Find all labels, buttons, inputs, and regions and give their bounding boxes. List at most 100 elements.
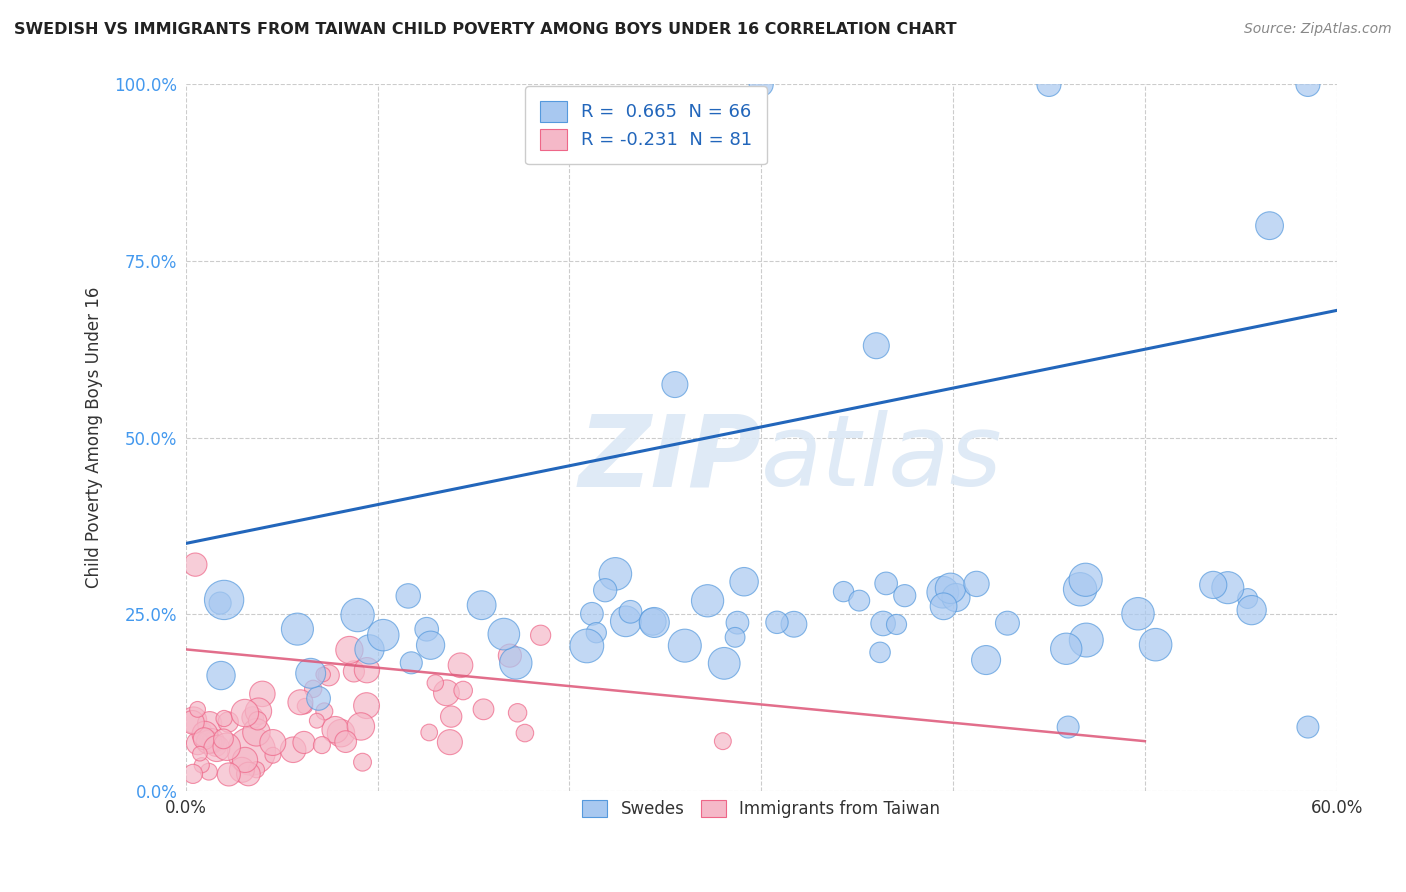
Point [335,734,357,748]
Point [350,719,373,733]
Point [198,716,221,731]
Point [194,727,217,741]
Point [939,582,962,596]
Point [187,736,209,750]
Point [585,625,607,640]
Y-axis label: Child Poverty Among Boys Under 16: Child Poverty Among Boys Under 16 [86,287,103,588]
Point [450,658,472,673]
Point [212,712,235,726]
Point [471,598,494,612]
Point [418,725,440,739]
Point [240,744,263,758]
Point [1038,78,1060,92]
Point [231,763,253,777]
Point [201,735,224,749]
Point [209,596,232,610]
Point [238,767,260,781]
Point [436,686,458,700]
Point [1144,638,1167,652]
Point [311,738,333,752]
Point [1126,607,1149,621]
Point [283,743,305,757]
Point [966,577,988,591]
Point [1216,581,1239,595]
Point [343,665,366,679]
Point [191,723,214,738]
Point [205,741,228,756]
Point [872,616,894,631]
Point [440,709,463,723]
Point [292,735,315,749]
Point [356,698,378,713]
Point [1240,603,1263,617]
Point [1074,573,1097,587]
Point [247,704,270,718]
Point [197,735,219,749]
Point [187,702,209,716]
Point [183,713,205,727]
Point [673,639,696,653]
Point [290,695,312,709]
Point [1296,78,1319,92]
Point [664,377,686,392]
Point [308,691,330,706]
Point [217,714,239,729]
Point [581,607,603,621]
Point [245,763,267,777]
Point [733,574,755,589]
Point [419,638,441,652]
Point [1202,578,1225,592]
Point [339,643,361,657]
Point [181,767,204,781]
Point [932,599,955,614]
Point [1054,641,1077,656]
Point [218,767,240,781]
Point [302,681,325,696]
Point [323,723,346,737]
Point [530,628,553,642]
Point [299,666,322,681]
Point [184,558,207,572]
Point [312,667,335,681]
Point [314,705,336,719]
Point [191,758,214,772]
Point [832,584,855,599]
Point [318,668,340,682]
Point [205,739,228,753]
Point [614,615,637,629]
Point [245,725,267,739]
Point [415,622,437,636]
Text: ZIP: ZIP [578,410,761,508]
Point [262,735,284,749]
Point [242,710,264,724]
Text: SWEDISH VS IMMIGRANTS FROM TAIWAN CHILD POVERTY AMONG BOYS UNDER 16 CORRELATION : SWEDISH VS IMMIGRANTS FROM TAIWAN CHILD … [14,22,956,37]
Point [1258,219,1281,233]
Point [945,591,967,605]
Point [356,663,378,677]
Point [641,615,664,629]
Point [425,676,447,690]
Legend: Swedes, Immigrants from Taiwan: Swedes, Immigrants from Taiwan [575,793,948,824]
Point [212,593,235,607]
Point [439,735,461,749]
Point [330,726,353,740]
Point [727,615,749,630]
Point [724,630,747,644]
Point [1236,591,1258,606]
Point [287,622,309,636]
Point [451,683,474,698]
Point [605,566,627,581]
Point [209,668,232,682]
Point [875,576,897,591]
Point [643,615,665,630]
Point [492,627,515,641]
Point [193,731,215,746]
Point [346,608,368,623]
Point [198,764,221,779]
Point [893,589,915,603]
Point [711,734,734,748]
Point [1057,720,1080,734]
Point [766,615,789,630]
Point [373,628,395,642]
Point [575,639,598,653]
